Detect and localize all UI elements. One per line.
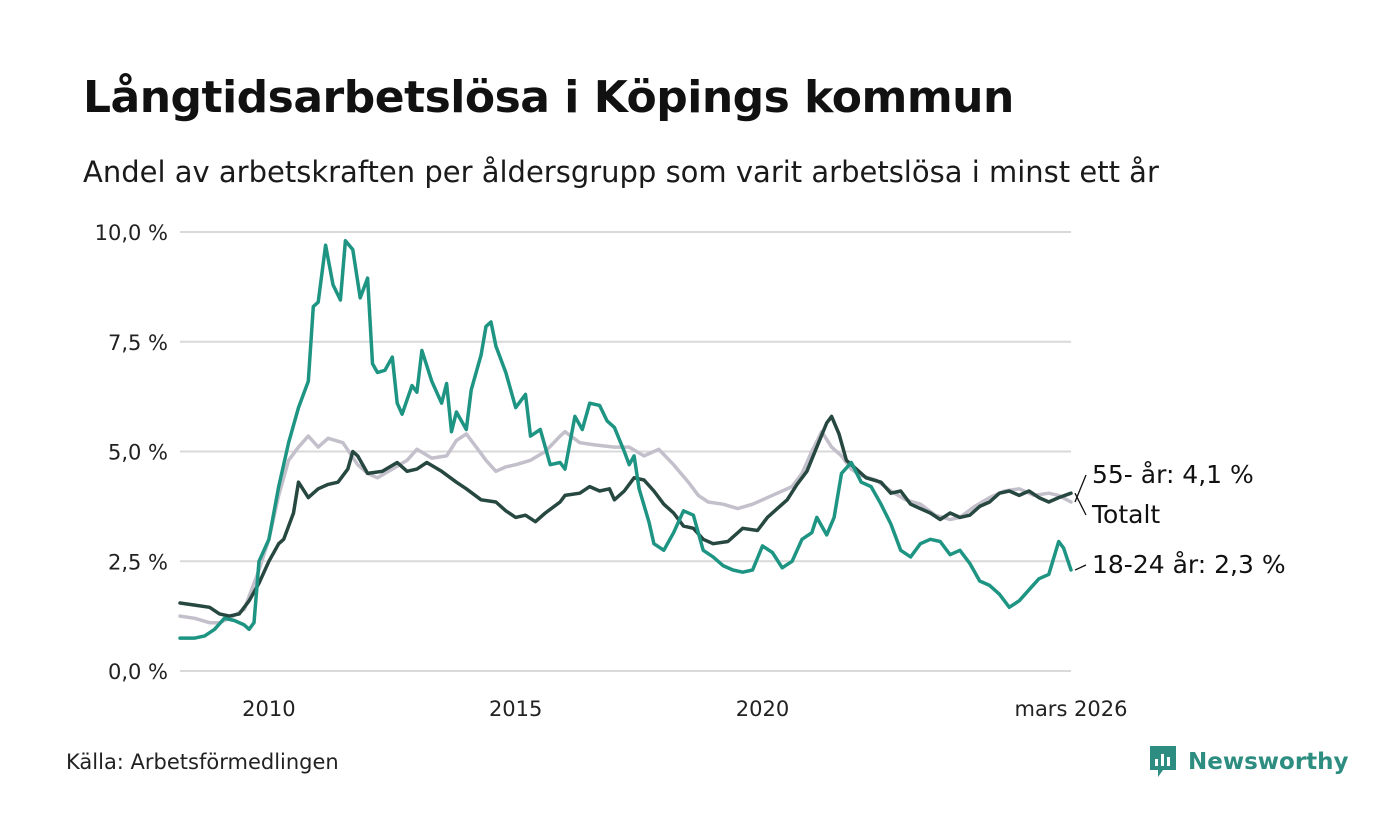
series-end-label: 55- år: 4,1 % <box>1092 460 1254 489</box>
x-axis-ticks: 2010 2015 2020 mars 2026 <box>242 697 1127 721</box>
newsworthy-icon <box>1150 746 1176 777</box>
brand-logo: Newsworthy <box>1148 744 1349 780</box>
x-tick-label: 2010 <box>242 697 295 721</box>
y-tick-label: 7,5 % <box>108 331 168 355</box>
end-label-leader <box>1074 492 1087 516</box>
series-line-18-24-r <box>178 239 1073 640</box>
x-tick-label: mars 2026 <box>1014 697 1127 721</box>
y-tick-label: 2,5 % <box>108 550 168 574</box>
end-label-leader <box>1074 564 1087 571</box>
series-line-55-r <box>178 429 1073 625</box>
end-label-leader <box>1074 474 1087 503</box>
y-axis-ticks: 0,0 % 2,5 % 5,0 % 7,5 % 10,0 % <box>95 221 168 684</box>
y-tick-label: 10,0 % <box>95 221 168 245</box>
x-tick-label: 2015 <box>489 697 542 721</box>
source-note: Källa: Arbetsförmedlingen <box>66 750 339 774</box>
brand-name: Newsworthy <box>1188 749 1349 775</box>
series-line-totalt <box>178 414 1073 618</box>
end-labels: 55- år: 4,1 % Totalt 18-24 år: 2,3 % <box>1074 460 1286 579</box>
x-tick-label: 2020 <box>736 697 789 721</box>
y-tick-label: 5,0 % <box>108 441 168 465</box>
y-tick-label: 0,0 % <box>108 660 168 684</box>
series-end-label: Totalt <box>1091 500 1160 529</box>
page-title: Långtidsarbetslösa i Köpings kommun <box>83 72 1014 123</box>
series-end-label: 18-24 år: 2,3 % <box>1092 550 1286 579</box>
series-lines <box>178 239 1073 640</box>
page-subtitle: Andel av arbetskraften per åldersgrupp s… <box>83 155 1159 189</box>
